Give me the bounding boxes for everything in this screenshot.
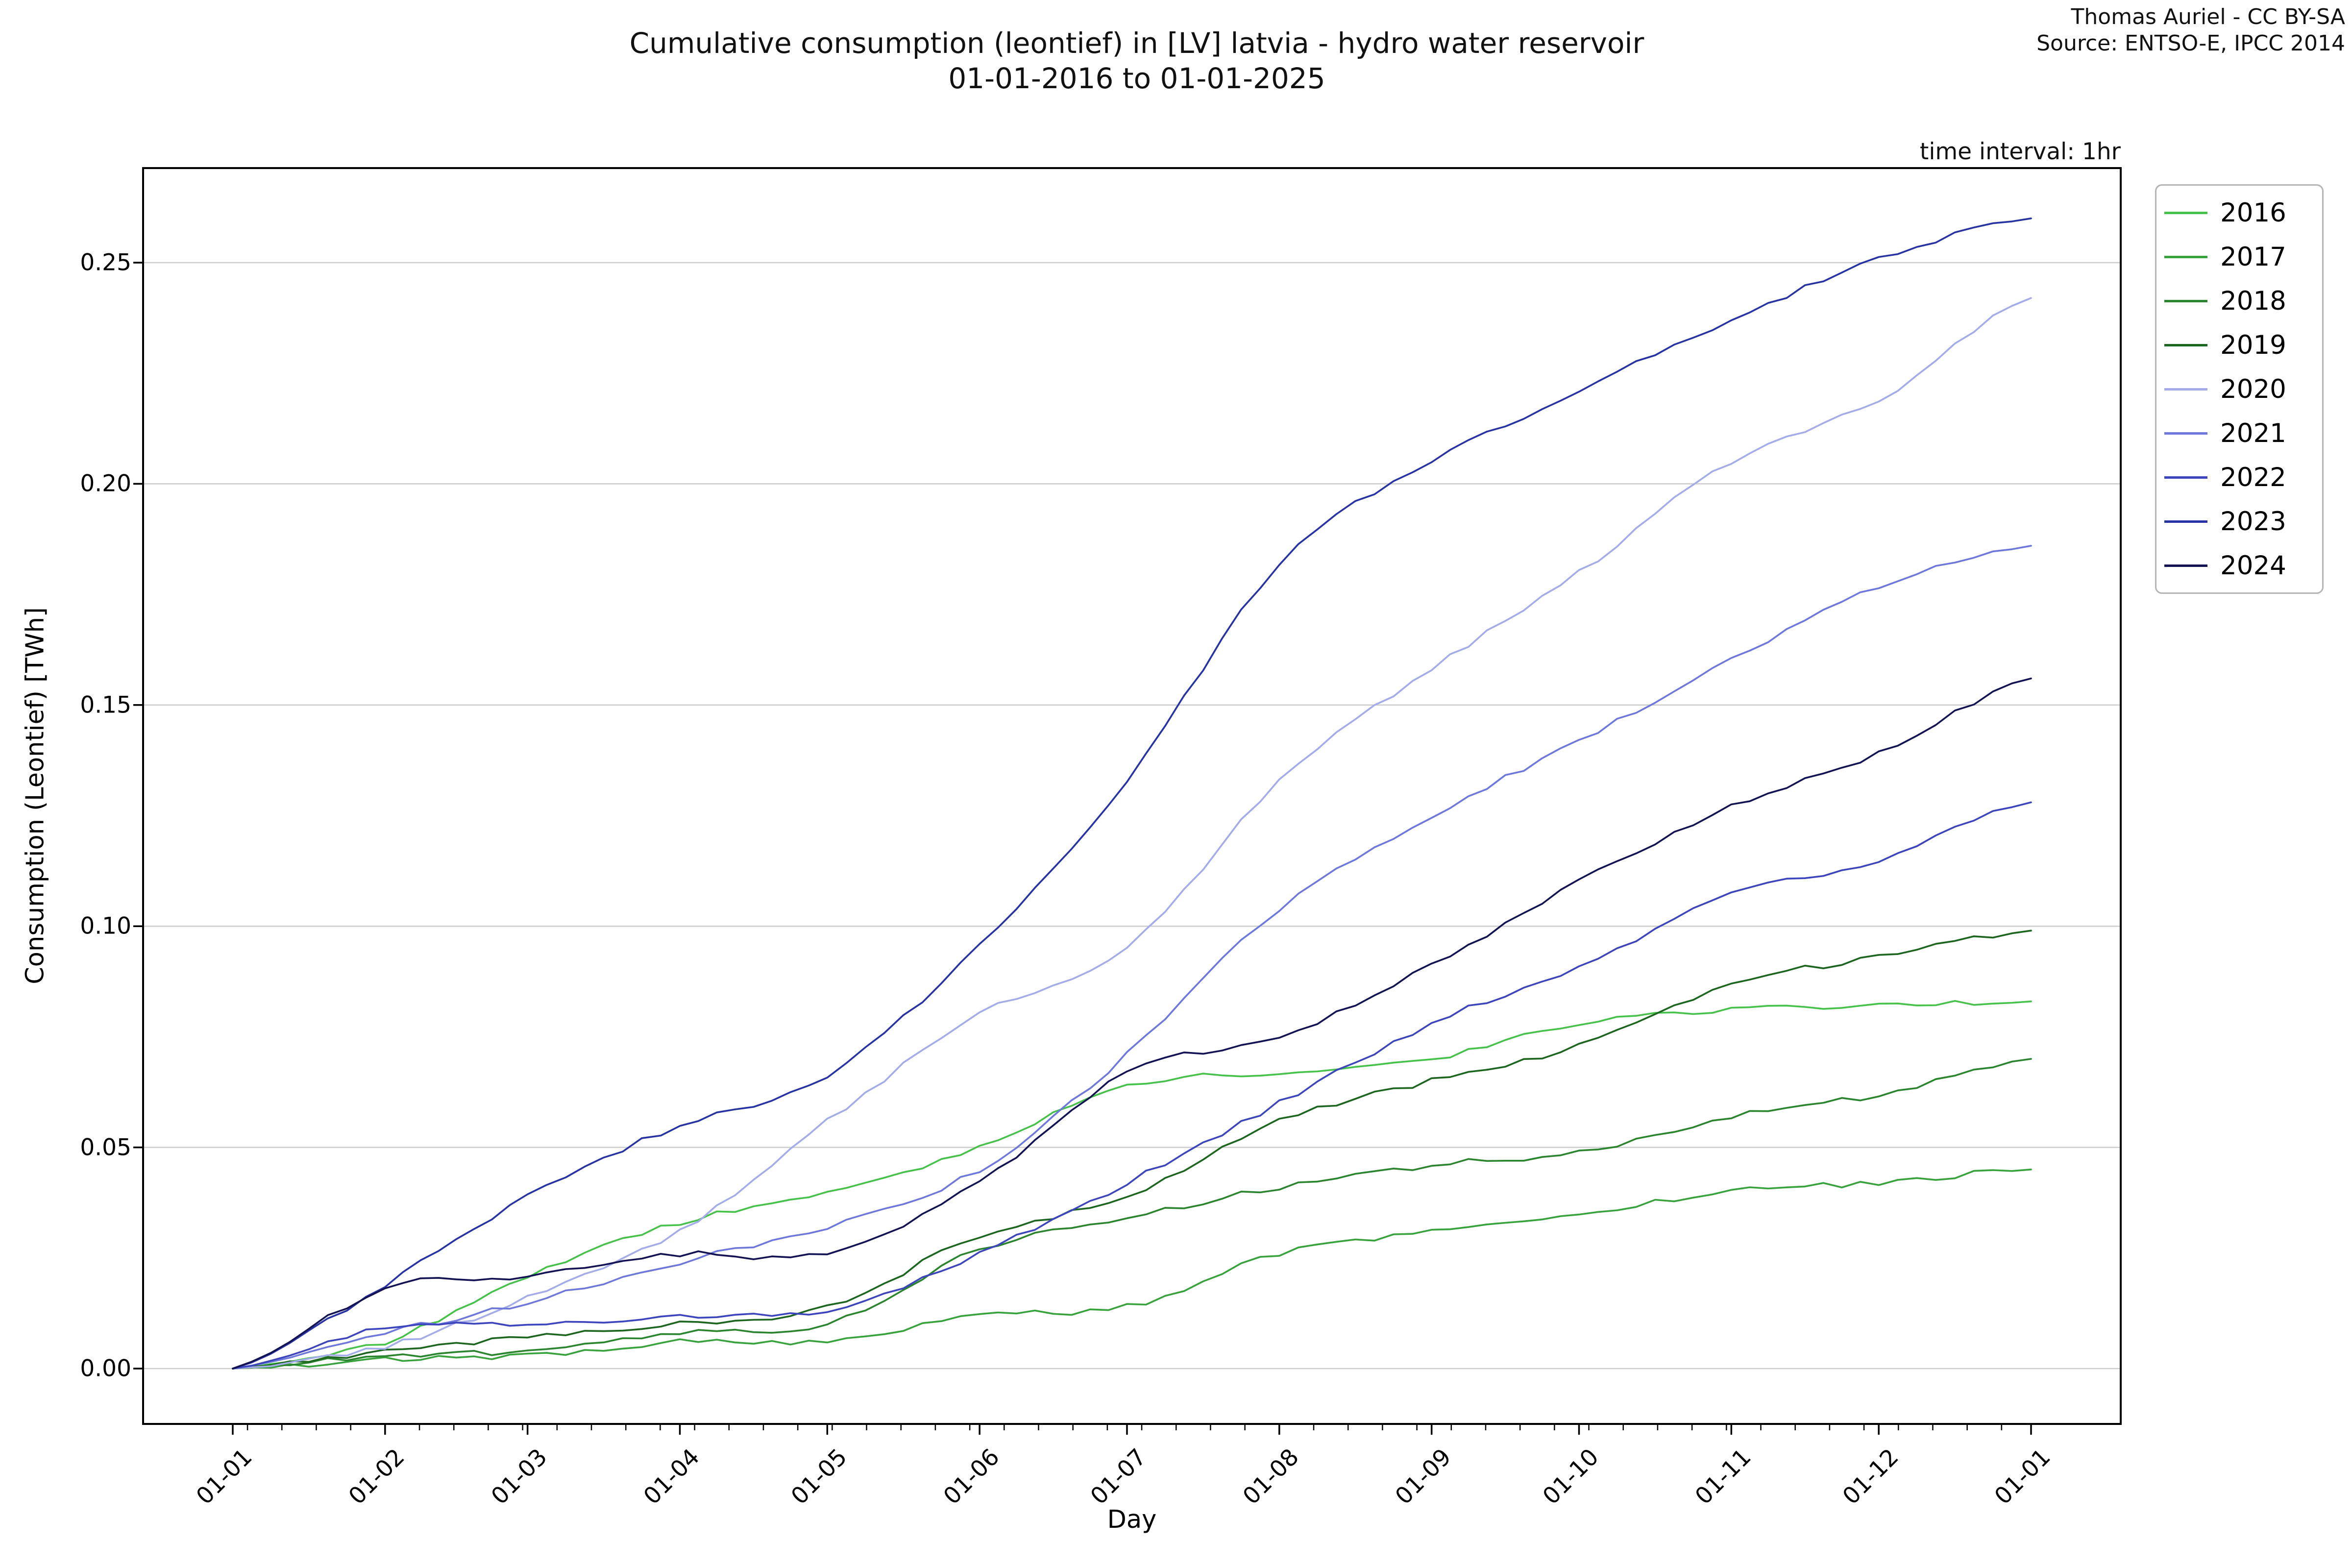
- legend-label: 2016: [2220, 197, 2286, 228]
- legend-label: 2024: [2220, 550, 2286, 581]
- legend-swatch-2021: [2164, 432, 2207, 435]
- legend: 2016 2017 2018 2019 2020 2021 2022 2023 2024: [2155, 184, 2324, 594]
- legend-swatch-2022: [2164, 476, 2207, 479]
- legend-swatch-2020: [2164, 388, 2207, 391]
- legend-item-2023: 2023: [2156, 507, 2322, 537]
- legend-label: 2017: [2220, 242, 2286, 272]
- y-tick-label: 0.10: [80, 912, 131, 940]
- legend-item-2020: 2020: [2156, 374, 2322, 404]
- legend-label: 2019: [2220, 330, 2286, 360]
- y-tick-label: 0.25: [80, 249, 131, 276]
- series-line-2019: [232, 930, 2032, 1370]
- y-tick-label: 0.05: [80, 1134, 131, 1161]
- y-tick-label: 0.20: [80, 470, 131, 497]
- y-tick-label: 0.15: [80, 691, 131, 719]
- legend-item-2022: 2022: [2156, 463, 2322, 492]
- attribution-source: Source: ENTSO-E, IPCC 2014: [2036, 31, 2345, 56]
- legend-item-2024: 2024: [2156, 551, 2322, 581]
- series-line-2016: [232, 1000, 2032, 1370]
- series-line-2021: [232, 545, 2032, 1370]
- legend-item-2019: 2019: [2156, 330, 2322, 360]
- legend-swatch-2017: [2164, 255, 2207, 258]
- time-interval-note: time interval: 1hr: [1919, 138, 2121, 165]
- legend-label: 2018: [2220, 286, 2286, 316]
- plot-border: [142, 167, 2122, 1425]
- chart-title-line1: Cumulative consumption (leontief) in [LV…: [629, 26, 1644, 60]
- legend-label: 2023: [2220, 506, 2286, 537]
- series-line-2017: [232, 1168, 2032, 1370]
- legend-swatch-2018: [2164, 299, 2207, 302]
- legend-item-2016: 2016: [2156, 198, 2322, 228]
- legend-label: 2020: [2220, 374, 2286, 404]
- legend-swatch-2023: [2164, 520, 2207, 523]
- series-line-2018: [232, 1058, 2032, 1370]
- series-line-2020: [232, 297, 2032, 1370]
- legend-item-2018: 2018: [2156, 286, 2322, 316]
- x-axis-label: Day: [1107, 1505, 1157, 1534]
- legend-swatch-2019: [2164, 343, 2207, 346]
- attribution-author: Thomas Auriel - CC BY-SA: [2071, 4, 2345, 29]
- legend-swatch-2024: [2164, 564, 2207, 567]
- legend-swatch-2016: [2164, 211, 2207, 214]
- chart-title-line2: 01-01-2016 to 01-01-2025: [948, 62, 1325, 95]
- series-line-2023: [232, 217, 2032, 1370]
- series-line-2022: [232, 801, 2032, 1370]
- legend-label: 2022: [2220, 462, 2286, 492]
- legend-item-2017: 2017: [2156, 242, 2322, 272]
- legend-item-2021: 2021: [2156, 418, 2322, 448]
- y-tick-label: 0.00: [80, 1355, 131, 1382]
- attribution: Thomas Auriel - CC BY-SA Source: ENTSO-E…: [2036, 4, 2345, 57]
- chart-title: Cumulative consumption (leontief) in [LV…: [402, 25, 1872, 96]
- series-line-2024: [232, 677, 2032, 1370]
- legend-label: 2021: [2220, 418, 2286, 448]
